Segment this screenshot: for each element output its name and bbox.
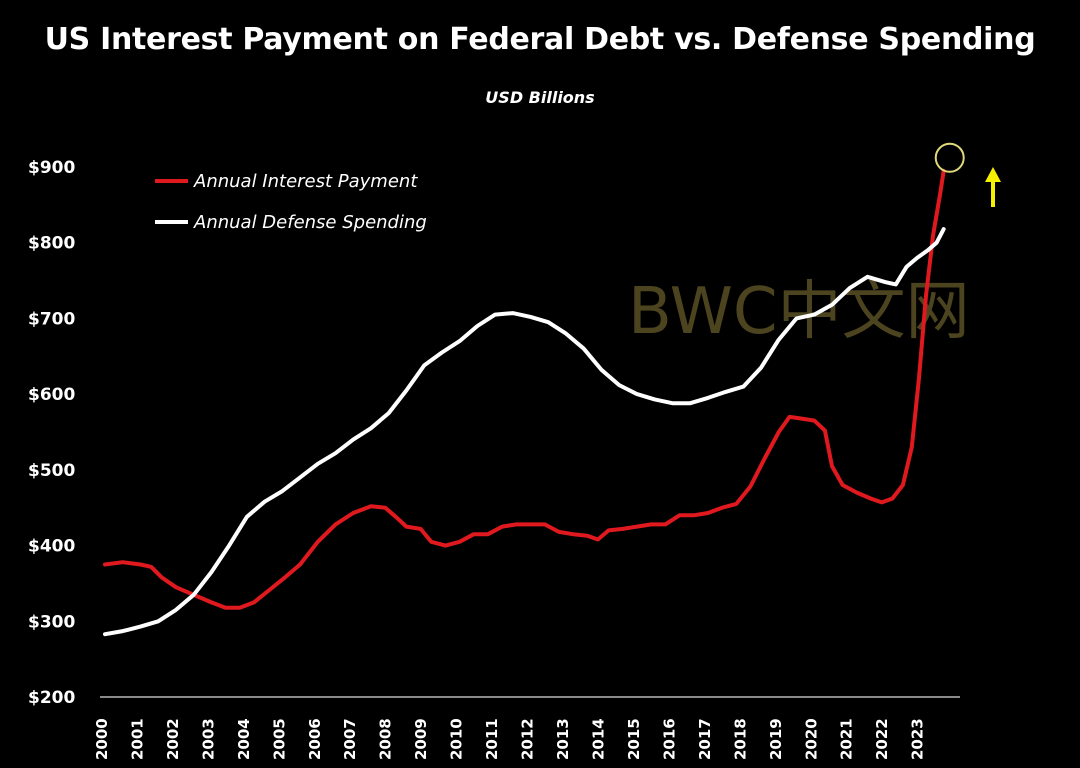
x-tick-label: 2013 <box>554 718 572 760</box>
y-tick-label: $300 <box>28 612 75 632</box>
x-tick-label: 2007 <box>341 718 359 760</box>
y-tick-label: $700 <box>28 309 75 329</box>
x-tick-label: 2005 <box>270 718 288 760</box>
y-tick-label: $200 <box>28 688 75 708</box>
y-axis-labels: $200 $300 $400 $500 $600 $700 $800 $900 <box>28 158 75 708</box>
legend-label-interest: Annual Interest Payment <box>193 171 418 192</box>
y-tick-label: $600 <box>28 385 75 405</box>
x-tick-label: 2014 <box>589 718 607 760</box>
y-tick-label: $500 <box>28 461 75 481</box>
x-tick-label: 2009 <box>412 718 430 760</box>
x-tick-label: 2018 <box>731 718 749 760</box>
x-tick-label: 2002 <box>164 718 182 760</box>
x-tick-label: 2001 <box>128 718 146 760</box>
x-tick-label: 2022 <box>873 718 891 760</box>
x-tick-label: 2021 <box>838 718 856 760</box>
x-tick-label: 2000 <box>93 718 111 760</box>
x-tick-label: 2017 <box>696 718 714 760</box>
chart-title: US Interest Payment on Federal Debt vs. … <box>44 22 1036 57</box>
x-tick-label: 2012 <box>519 718 537 760</box>
x-tick-label: 2003 <box>199 718 217 760</box>
x-tick-label: 2019 <box>767 718 785 760</box>
x-tick-label: 2011 <box>483 718 501 760</box>
legend: Annual Interest Payment Annual Defense S… <box>155 171 427 233</box>
legend-label-defense: Annual Defense Spending <box>193 212 427 233</box>
x-tick-label: 2020 <box>802 718 820 760</box>
x-tick-label: 2016 <box>660 718 678 760</box>
series-layer <box>103 168 946 637</box>
y-tick-label: $800 <box>28 234 75 254</box>
y-tick-label: $400 <box>28 537 75 557</box>
x-tick-label: 2004 <box>235 718 253 760</box>
watermark: BWC中文网 <box>628 275 970 349</box>
x-tick-label: 2023 <box>909 718 927 760</box>
highlight-circle <box>934 142 965 173</box>
y-tick-label: $900 <box>28 158 75 178</box>
x-tick-label: 2008 <box>377 718 395 760</box>
series-line-interest <box>103 168 946 610</box>
x-axis-labels: 2000 2001 2002 2003 2004 2005 2006 2007 2008 2009… <box>93 718 927 760</box>
up-arrow-icon <box>985 167 1001 207</box>
x-tick-label: 2006 <box>306 718 324 760</box>
x-tick-label: 2015 <box>625 718 643 760</box>
x-tick-label: 2010 <box>448 718 466 760</box>
chart-subtitle: USD Billions <box>485 88 595 107</box>
series-line-defense <box>103 227 946 637</box>
